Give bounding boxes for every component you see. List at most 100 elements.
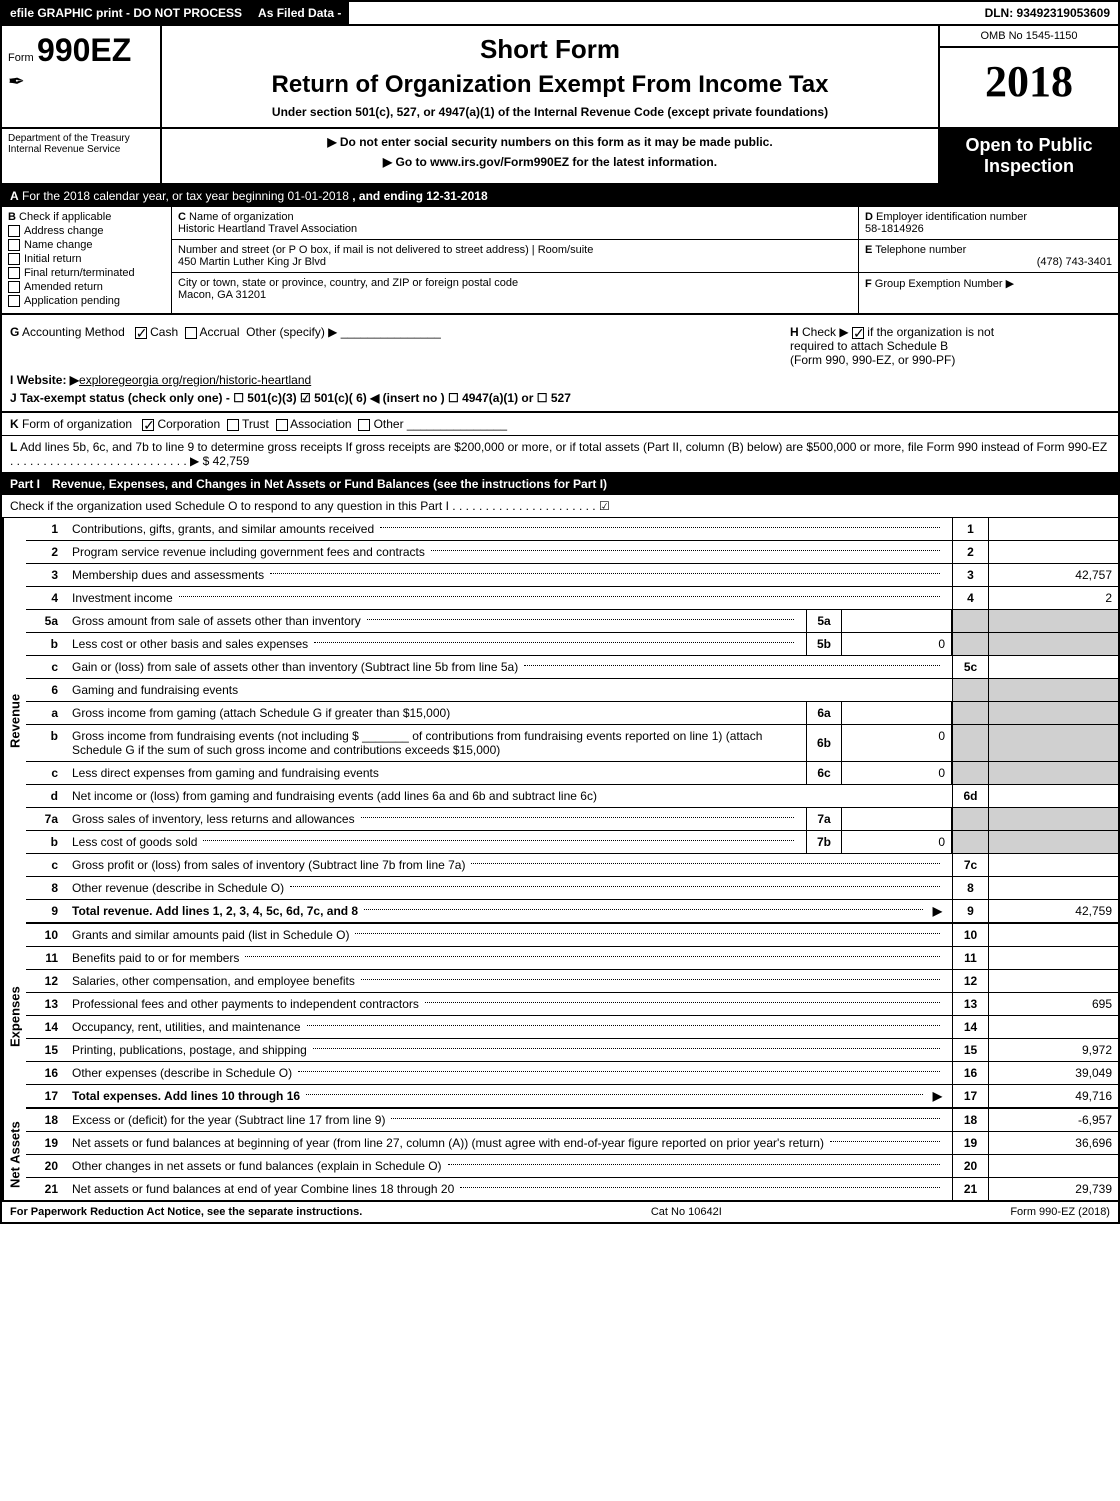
l11-num: 11 — [26, 947, 66, 969]
l18-box: 18 — [952, 1109, 988, 1131]
final-return-checkbox[interactable] — [8, 267, 20, 279]
l6c-shade-val — [988, 762, 1118, 784]
inspection-label: Inspection — [946, 156, 1112, 177]
l2-text: Program service revenue including govern… — [72, 545, 425, 559]
l9-val: 42,759 — [988, 900, 1118, 922]
l6b-midbox: 6b — [806, 725, 842, 761]
l20-num: 20 — [26, 1155, 66, 1177]
assoc-checkbox[interactable] — [276, 419, 288, 431]
ein-label: Employer identification number — [876, 211, 1027, 223]
form-org-label: Form of organization — [22, 417, 132, 431]
app-pending-checkbox[interactable] — [8, 295, 20, 307]
corp-checkbox[interactable] — [142, 419, 154, 431]
l19-text: Net assets or fund balances at beginning… — [72, 1136, 824, 1150]
section-l-label: L — [10, 440, 17, 454]
l6a-midval — [842, 702, 952, 724]
efile-label: efile GRAPHIC print - DO NOT PROCESS — [2, 2, 250, 24]
l13-text: Professional fees and other payments to … — [72, 997, 419, 1011]
l17-num: 17 — [26, 1085, 66, 1107]
trust-checkbox[interactable] — [227, 419, 239, 431]
l15-num: 15 — [26, 1039, 66, 1061]
l6c-shade — [952, 762, 988, 784]
l8-num: 8 — [26, 877, 66, 899]
l3-box: 3 — [952, 564, 988, 586]
name-change-checkbox[interactable] — [8, 239, 20, 251]
open-public-label: Open to Public — [946, 135, 1112, 156]
l6c-midval: 0 — [842, 762, 952, 784]
check-note-text: Check if the organization used Schedule … — [10, 499, 449, 513]
l19-val: 36,696 — [988, 1132, 1118, 1154]
l18-val: -6,957 — [988, 1109, 1118, 1131]
l6a-text: Gross income from gaming (attach Schedul… — [72, 706, 450, 720]
l17-text: Total expenses. Add lines 10 through 16 — [72, 1089, 300, 1103]
l18-num: 18 — [26, 1109, 66, 1131]
h-checkbox[interactable] — [852, 327, 864, 339]
public-center: ▶ Do not enter social security numbers o… — [162, 129, 938, 183]
footer-right: Form 990-EZ (2018) — [1010, 1206, 1110, 1218]
header-right: OMB No 1545-1150 2018 — [938, 26, 1118, 127]
l12-box: 12 — [952, 970, 988, 992]
l16-text: Other expenses (describe in Schedule O) — [72, 1066, 292, 1080]
section-k: K Form of organization Corporation Trust… — [2, 413, 1118, 436]
city-value: Macon, GA 31201 — [178, 289, 266, 301]
l6c-midbox: 6c — [806, 762, 842, 784]
part1-label: Part I — [10, 477, 40, 491]
tax-exempt-text: Tax-exempt status (check only one) - ☐ 5… — [20, 391, 571, 405]
section-l: L Add lines 5b, 6c, and 7b to line 9 to … — [2, 436, 1118, 473]
l7b-num: b — [26, 831, 66, 853]
section-g-label: G — [10, 325, 19, 339]
l7c-num: c — [26, 854, 66, 876]
section-h-label: H — [790, 325, 799, 339]
ghij-block: G Accounting Method Cash Accrual Other (… — [2, 315, 1118, 413]
cash-checkbox[interactable] — [135, 327, 147, 339]
l4-val: 2 — [988, 587, 1118, 609]
l14-box: 14 — [952, 1016, 988, 1038]
l17-box: 17 — [952, 1085, 988, 1107]
netassets-section: Net Assets 18Excess or (deficit) for the… — [2, 1109, 1118, 1200]
l3-text: Membership dues and assessments — [72, 568, 264, 582]
footer-left: For Paperwork Reduction Act Notice, see … — [10, 1206, 362, 1218]
expenses-side-label: Expenses — [2, 924, 26, 1109]
l14-text: Occupancy, rent, utilities, and maintena… — [72, 1020, 301, 1034]
l3-num: 3 — [26, 564, 66, 586]
l14-val — [988, 1016, 1118, 1038]
notice-text: ▶ Do not enter social security numbers o… — [168, 135, 932, 149]
name-label: Name of organization — [189, 211, 294, 223]
org-name: Historic Heartland Travel Association — [178, 223, 357, 235]
part1-check-note: Check if the organization used Schedule … — [2, 495, 1118, 518]
l15-box: 15 — [952, 1039, 988, 1061]
addr-change-checkbox[interactable] — [8, 225, 20, 237]
section-a-ending: , and ending 12-31-2018 — [352, 189, 487, 203]
l1-val — [988, 518, 1118, 540]
accrual-checkbox[interactable] — [185, 327, 197, 339]
l9-arrow: ▶ — [933, 904, 942, 918]
l5a-shade — [952, 610, 988, 632]
short-form-title: Short Form — [170, 34, 930, 65]
l4-box: 4 — [952, 587, 988, 609]
dln-label: DLN: 93492319053609 — [977, 2, 1118, 24]
l5b-num: b — [26, 633, 66, 655]
l6-num: 6 — [26, 679, 66, 701]
l7a-shade-val — [988, 808, 1118, 830]
l7a-num: 7a — [26, 808, 66, 830]
ein-value: 58-1814926 — [865, 223, 924, 235]
l6b-shade — [952, 725, 988, 761]
l6b-text: Gross income from fundraising events (no… — [72, 729, 800, 757]
l7a-shade — [952, 808, 988, 830]
l13-val: 695 — [988, 993, 1118, 1015]
amended-checkbox[interactable] — [8, 281, 20, 293]
l6-shade — [952, 679, 988, 701]
section-a: A For the 2018 calendar year, or tax yea… — [2, 185, 1118, 207]
street-label: Number and street (or P O box, if mail i… — [178, 244, 529, 256]
street-value: 450 Martin Luther King Jr Blvd — [178, 256, 326, 268]
section-f-label: F — [865, 278, 872, 290]
initial-return-label: Initial return — [24, 253, 81, 265]
l5c-box: 5c — [952, 656, 988, 678]
other-org-label: Other — [374, 417, 404, 431]
revenue-section: Revenue 1Contributions, gifts, grants, a… — [2, 518, 1118, 924]
initial-return-checkbox[interactable] — [8, 253, 20, 265]
irs-logo-icon: ✒ — [8, 69, 154, 94]
l4-num: 4 — [26, 587, 66, 609]
l15-text: Printing, publications, postage, and shi… — [72, 1043, 307, 1057]
other-checkbox[interactable] — [358, 419, 370, 431]
